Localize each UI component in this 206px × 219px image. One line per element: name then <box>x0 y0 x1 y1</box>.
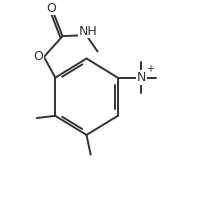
Text: O: O <box>33 49 43 63</box>
Text: NH: NH <box>78 25 97 38</box>
Text: N: N <box>137 71 146 84</box>
Text: O: O <box>46 2 56 15</box>
Text: +: + <box>146 64 154 74</box>
